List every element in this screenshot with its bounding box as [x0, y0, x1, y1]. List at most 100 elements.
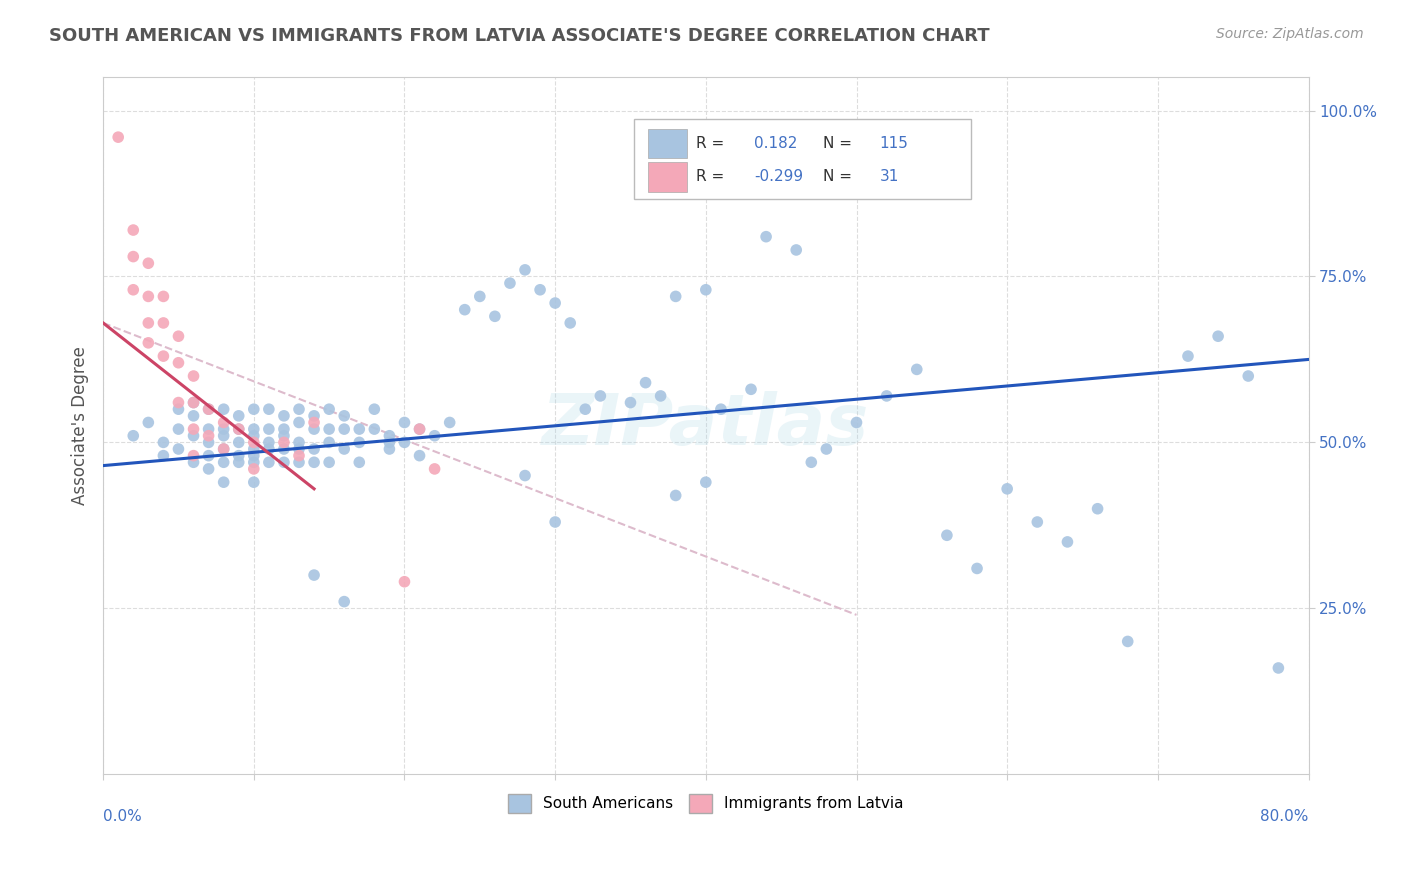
Point: [183, 369, 205, 384]
Point: [740, 382, 762, 396]
Point: [333, 594, 356, 608]
Point: [394, 574, 416, 589]
Point: [257, 455, 280, 469]
Point: [499, 276, 522, 290]
Text: 80.0%: 80.0%: [1260, 809, 1309, 824]
Point: [136, 289, 159, 303]
Point: [197, 449, 219, 463]
Point: [243, 435, 266, 450]
Point: [302, 568, 325, 582]
Point: [1056, 535, 1078, 549]
Point: [318, 455, 340, 469]
Point: [302, 442, 325, 456]
Point: [544, 296, 567, 310]
Point: [228, 455, 250, 469]
Point: [212, 442, 235, 456]
Point: [755, 229, 778, 244]
Point: [876, 389, 898, 403]
Point: [152, 349, 174, 363]
Text: ZIPatlas: ZIPatlas: [543, 392, 869, 460]
Text: N =: N =: [823, 169, 856, 185]
Point: [845, 416, 868, 430]
Point: [378, 442, 401, 456]
Point: [197, 435, 219, 450]
Point: [197, 402, 219, 417]
Point: [905, 362, 928, 376]
Point: [212, 402, 235, 417]
Point: [408, 422, 430, 436]
Point: [333, 442, 356, 456]
Point: [228, 422, 250, 436]
Point: [183, 422, 205, 436]
Point: [273, 442, 295, 456]
Point: [710, 402, 733, 417]
Point: [302, 422, 325, 436]
Bar: [648, 162, 686, 192]
Point: [513, 263, 536, 277]
Point: [212, 422, 235, 436]
Point: [152, 316, 174, 330]
Point: [288, 455, 311, 469]
Point: [243, 422, 266, 436]
Text: 31: 31: [879, 169, 898, 185]
Point: [183, 395, 205, 409]
Point: [665, 488, 688, 502]
Point: [257, 442, 280, 456]
Point: [288, 402, 311, 417]
Point: [363, 402, 385, 417]
Point: [212, 475, 235, 490]
Point: [183, 409, 205, 423]
Point: [212, 428, 235, 442]
Point: [544, 515, 567, 529]
Point: [197, 422, 219, 436]
Point: [560, 316, 582, 330]
Point: [152, 289, 174, 303]
Point: [212, 455, 235, 469]
Point: [288, 416, 311, 430]
Point: [228, 409, 250, 423]
Point: [243, 428, 266, 442]
Point: [288, 435, 311, 450]
Point: [122, 223, 145, 237]
Point: [408, 449, 430, 463]
Point: [966, 561, 988, 575]
Text: R =: R =: [696, 136, 730, 151]
Point: [183, 395, 205, 409]
Point: [423, 428, 446, 442]
Point: [243, 442, 266, 456]
Point: [273, 455, 295, 469]
Point: [122, 283, 145, 297]
Point: [484, 310, 506, 324]
Point: [302, 409, 325, 423]
Point: [665, 289, 688, 303]
Point: [423, 462, 446, 476]
Point: [695, 475, 717, 490]
Point: [1237, 369, 1260, 384]
Point: [183, 455, 205, 469]
Point: [122, 250, 145, 264]
Text: Source: ZipAtlas.com: Source: ZipAtlas.com: [1216, 27, 1364, 41]
Point: [273, 435, 295, 450]
Text: -0.299: -0.299: [754, 169, 803, 185]
Point: [408, 422, 430, 436]
Point: [318, 422, 340, 436]
Point: [257, 422, 280, 436]
Point: [302, 416, 325, 430]
Point: [167, 422, 190, 436]
Point: [228, 435, 250, 450]
Point: [243, 402, 266, 417]
Point: [349, 435, 371, 450]
Point: [695, 283, 717, 297]
Text: N =: N =: [823, 136, 856, 151]
Point: [1177, 349, 1199, 363]
Point: [122, 428, 145, 442]
Point: [197, 428, 219, 442]
Point: [785, 243, 807, 257]
Point: [167, 356, 190, 370]
Point: [318, 435, 340, 450]
Point: [394, 416, 416, 430]
Point: [136, 416, 159, 430]
Point: [394, 435, 416, 450]
Text: 115: 115: [879, 136, 908, 151]
Text: 0.182: 0.182: [754, 136, 797, 151]
